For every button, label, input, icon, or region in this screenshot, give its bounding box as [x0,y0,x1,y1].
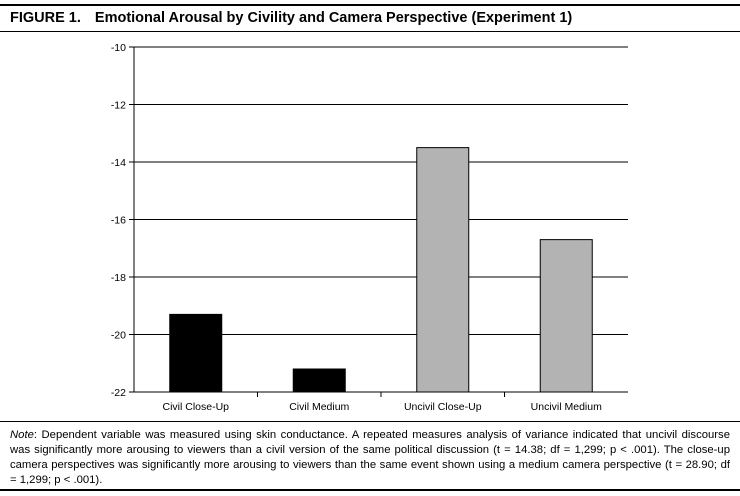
y-tick-label: -18 [111,272,126,284]
bar [539,239,593,393]
y-tick-label: -20 [111,330,126,342]
note-lead: Note [10,429,34,441]
x-tick-label: Civil Close-Up [162,401,229,413]
y-tick-label: -16 [111,215,126,227]
figure-title: FIGURE 1. Emotional Arousal by Civility a… [10,10,572,26]
axes [133,47,628,397]
figure-label: FIGURE 1. [10,10,81,26]
figure-note: Note: Dependent variable was measured us… [10,428,730,488]
note-text: : Dependent variable was measured using … [10,429,730,486]
bar [292,368,346,393]
x-tick-label: Civil Medium [289,401,349,413]
y-tick-label: -14 [111,157,126,169]
y-tick-label: -22 [111,387,126,399]
x-tick-label: Uncivil Close-Up [404,401,482,413]
x-tick-label: Uncivil Medium [531,401,602,413]
title-rule [0,31,740,32]
y-axis-ticks: -10 -12 -14 -16 -18 -20 -22 [111,42,134,399]
top-rule [0,4,740,6]
bar [169,313,223,393]
y-tick-label: -10 [111,42,126,54]
figure-title-text: Emotional Arousal by Civility and Camera… [94,10,573,26]
bars [169,147,593,393]
bar-chart: -10-12-14-16-18-20-22 Civil Close-Up Civi… [111,42,628,413]
x-axis-labels: Civil Close-Up Civil Medium Uncivil Close-… [162,401,602,413]
bottom-rule [0,489,740,491]
y-tick-label: -12 [111,100,126,112]
note-rule [0,421,740,422]
bar [416,147,470,393]
